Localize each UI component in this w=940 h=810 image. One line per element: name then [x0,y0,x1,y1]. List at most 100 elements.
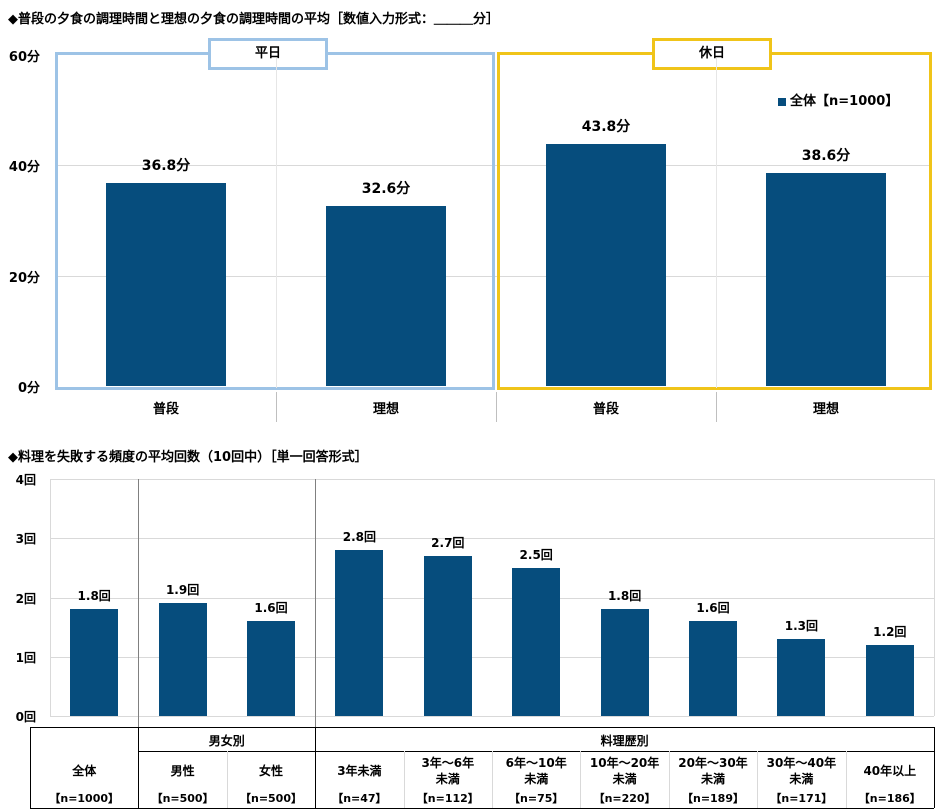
data-label: 1.2回 [873,624,907,639]
table-border [30,727,31,808]
category-label-line2: 未満 [435,772,460,786]
table-border [30,727,934,728]
category-label-line2: 未満 [789,772,814,786]
category-n: 【n=189】 [681,792,744,805]
category-divider [496,392,497,422]
category-n: 【n=112】 [416,792,479,805]
bar [777,638,826,716]
cell-divider [580,751,582,808]
category-label: 全体 [72,764,97,778]
data-label: 1.6回 [254,601,288,616]
category-divider [276,392,277,422]
category-n: 【n=1000】 [49,792,120,805]
category-label: 普段 [592,402,619,417]
data-label: 36.8分 [141,157,191,174]
bar [766,173,886,386]
group-label: 男女別 [208,734,245,748]
bar [423,556,472,716]
table-border [138,751,316,752]
category-n: 【n=220】 [593,792,656,805]
gridline [50,538,934,540]
data-label: 32.6分 [361,181,411,198]
gridline [50,479,934,480]
table-border [315,751,934,752]
bar [70,609,119,716]
data-label: 38.6分 [801,148,851,165]
bar [106,182,226,386]
bar [335,550,384,716]
y-tick-label: 1回 [15,650,36,665]
plot-border-right [934,479,935,716]
table-border [30,808,934,809]
category-label-line2: 未満 [700,772,725,786]
category-n: 【n=171】 [770,792,833,805]
group-divider [138,479,140,751]
category-label: 男性 [170,764,195,778]
data-label: 2.8回 [342,530,377,545]
category-label: 40年以上 [863,764,917,778]
y-tick-label: 60分 [8,50,40,65]
table-border [315,727,317,808]
legend-label: 全体【n=1000】 [790,94,899,109]
chart2-title: ◆料理を失敗する頻度の平均回数（10回中）［単一回答形式］ [8,450,368,465]
chart1-title: ◆普段の夕食の調理時間と理想の夕食の調理時間の平均［数値入力形式：＿＿＿分］ [8,12,499,27]
category-label: 3年未満 [337,764,382,778]
panel-weekday-label: 平日 [208,38,328,70]
category-label: 理想 [812,402,839,417]
data-label: 1.3回 [784,618,819,633]
cell-divider [492,751,493,808]
category-n: 【n=500】 [239,792,302,805]
gridline [50,597,934,599]
cell-divider [757,751,759,808]
category-n: 【n=47】 [332,792,387,805]
category-divider [716,58,717,388]
category-divider [276,58,277,388]
data-label: 1.6回 [696,601,730,616]
cell-divider [668,751,670,808]
bar [247,621,295,716]
y-tick-label: 4回 [15,473,36,487]
category-label: 女性 [258,764,283,778]
bar [865,644,914,716]
y-tick-label: 20分 [8,270,40,286]
bar [326,206,446,386]
bar [600,609,649,716]
bar [689,621,737,716]
group-divider [315,479,317,751]
category-n: 【n=186】 [858,792,921,805]
y-tick-label: 40分 [8,160,40,176]
cell-divider [845,751,847,808]
data-label: 1.9回 [165,583,200,598]
cell-divider [226,751,228,808]
panel-holiday-label: 休日 [652,38,772,70]
gridline [50,656,934,658]
gridline [50,716,934,717]
category-label: 10年～20年 [589,756,660,770]
legend-swatch [778,97,786,106]
data-label: 2.7回 [431,536,465,551]
cell-divider [403,751,405,808]
y-tick-label: 3回 [15,532,36,547]
y-tick-label: 0回 [15,710,36,724]
bar [512,567,561,716]
category-divider [716,392,717,422]
group-label: 料理歴別 [600,734,649,748]
data-label: 1.8回 [77,589,111,604]
bar [546,144,666,386]
category-label: 普段 [152,402,179,417]
data-label: 2.5回 [519,547,553,562]
data-label: 43.8分 [581,119,631,136]
category-label: 20年～30年 [678,756,748,770]
y-tick-label: 2回 [15,591,36,606]
table-border [934,727,935,808]
category-label: 30年～40年 [766,756,837,770]
category-n: 【n=500】 [151,792,214,805]
chart1-legend: 全体【n=1000】 [778,90,898,109]
category-label-line2: 未満 [524,772,549,786]
data-label: 1.8回 [607,589,642,604]
category-label: 理想 [372,402,399,417]
plot-border-left [50,479,51,716]
category-label-line2: 未満 [612,772,637,786]
category-n: 【n=75】 [509,792,564,805]
y-tick-label: 0分 [17,381,40,396]
